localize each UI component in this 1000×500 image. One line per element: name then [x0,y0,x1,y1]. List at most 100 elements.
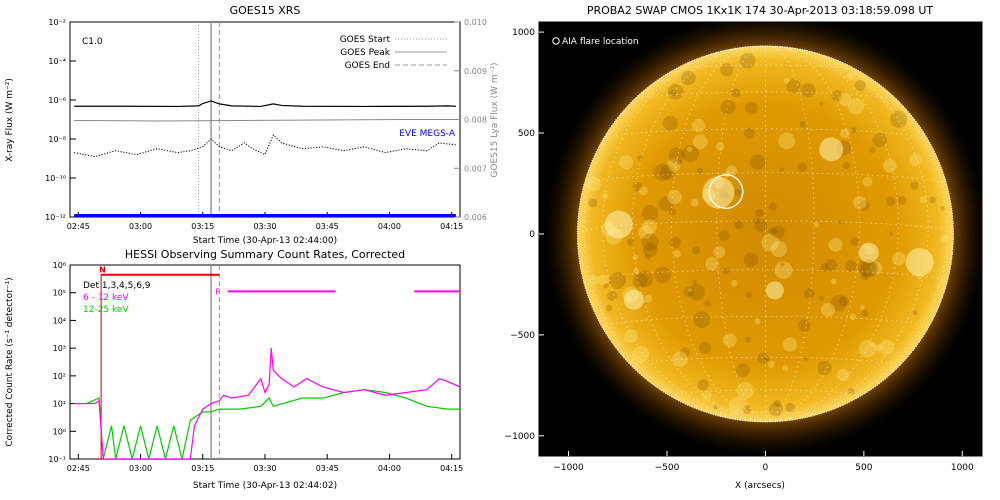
swap-panel: PROBA2 SWAP CMOS 1Kx1K 174 30-Apr-2013 0… [505,4,983,491]
swap-texture-blob [782,365,789,372]
swap-texture-blob [929,196,936,204]
hessi-y-tick-label: 10⁰ [53,427,66,436]
goes-right-tick-label: 0.010 [464,18,487,27]
swap-y-tick-label: −500 [510,331,535,341]
swap-texture-blob [731,88,741,98]
swap-active-region [905,248,934,277]
swap-texture-blob [662,115,678,131]
swap-texture-blob [780,262,785,267]
swap-texture-blob [783,77,790,84]
swap-x-label: X (arcsecs) [735,481,785,491]
swap-texture-blob [858,199,870,211]
swap-longitude-line [602,45,766,422]
swap-texture-blob [638,225,653,240]
swap-texture-blob [847,387,856,395]
swap-texture-blob [847,98,865,115]
swap-texture-blob [636,270,654,287]
swap-texture-blob [824,258,838,272]
swap-texture-blob [718,230,730,241]
swap-texture-blob [869,261,883,275]
swap-texture-blob [870,342,876,347]
goes-left-tick-label: 10⁻¹² [45,213,66,222]
swap-texture-blob [869,146,876,154]
swap-x-tick-label: −500 [655,463,680,473]
swap-texture-blob [681,144,700,163]
swap-heliographic-grid [576,45,954,422]
swap-texture-blob [736,381,755,400]
swap-texture-blob [799,120,807,128]
swap-texture-blob [734,220,744,230]
swap-texture-blob [641,205,659,222]
swap-texture-blob [696,167,704,174]
swap-x-tick-label: 0 [763,463,769,473]
hessi-x-tick-label: 03:15 [191,464,214,473]
swap-texture-blob [838,219,843,224]
swap-texture-blob [818,295,825,302]
swap-active-region [702,176,735,209]
swap-texture-blob [633,267,639,274]
hessi-x-axis: 02:45 03:00 03:15 03:30 03:45 04:00 04:15 [67,454,463,473]
swap-texture-blob [668,147,685,164]
swap-texture-blob [872,132,888,148]
swap-texture-blob [691,246,701,255]
swap-aia-legend: AIA flare location [552,37,639,47]
swap-aia-legend-marker [552,37,560,45]
swap-texture-blob [786,79,801,94]
swap-texture-blob [688,283,706,301]
swap-texture-blob [744,336,752,343]
swap-texture-blob [797,162,808,173]
goes-x-tick-label: 04:00 [378,222,401,231]
swap-texture-blob [831,90,843,102]
swap-texture-blob [754,219,768,232]
swap-texture-blob [722,333,737,348]
swap-latitude-line [583,172,948,186]
swap-texture-blob [713,405,718,410]
swap-texture-blob [705,257,719,271]
swap-longitude-line [765,45,815,422]
goes-left-tick-label: 10⁻¹⁰ [45,174,66,183]
swap-texture-blob [692,134,708,150]
swap-texture-blob [585,175,601,192]
swap-texture-blob [597,274,609,285]
goes-right-tick-label: 0.009 [464,67,487,76]
swap-texture-blob [889,232,894,237]
swap-texture-blob [673,249,681,258]
goes-x-tick-label: 02:45 [67,222,90,231]
swap-texture-blob [846,72,854,80]
swap-texture-blob [767,360,775,368]
swap-texture-blob [637,155,643,161]
swap-texture-blob [607,290,618,301]
swap-texture-blob [859,304,865,310]
swap-texture-blob [849,313,857,321]
swap-texture-blob [754,318,761,325]
swap-texture-blob [860,260,879,278]
hessi-x-tick-label: 04:15 [440,464,463,473]
swap-title: PROBA2 SWAP CMOS 1Kx1K 174 30-Apr-2013 0… [587,4,934,17]
hessi-y-tick-label: 10³ [53,344,66,353]
swap-texture-blob [633,182,643,192]
swap-longitude-line [716,45,766,422]
swap-texture-blob [638,186,648,196]
swap-texture-blob [619,155,634,170]
swap-texture-blob [830,278,837,285]
goes-left-tick-label: 10⁻⁴ [48,57,66,66]
hessi-att-label: N [99,266,106,275]
hessi-x-tick-label: 03:00 [129,464,152,473]
swap-longitude-line [765,45,860,422]
swap-active-region [765,281,784,300]
swap-texture-blob [632,273,648,289]
swap-texture-blob [588,198,598,208]
swap-solar-disk [577,45,954,422]
swap-texture-blob [861,309,869,317]
swap-texture-blob [745,291,752,299]
swap-limb-outline [576,45,954,423]
goes-flare-class: C1.0 [82,37,103,47]
swap-texture-blob [626,238,635,246]
goes-series-short [74,134,456,158]
goes-left-axis: 10⁻² 10⁻⁴ 10⁻⁶ 10⁻⁸ 10⁻¹⁰ 10⁻¹² [45,18,76,222]
swap-texture-blob [632,254,639,261]
swap-texture-blob [818,101,824,107]
swap-flare-location-circle [708,174,744,209]
swap-texture-blob [814,222,820,228]
goes-y-label-right: GOES15 Lya Flux (W m⁻²) [490,62,500,177]
